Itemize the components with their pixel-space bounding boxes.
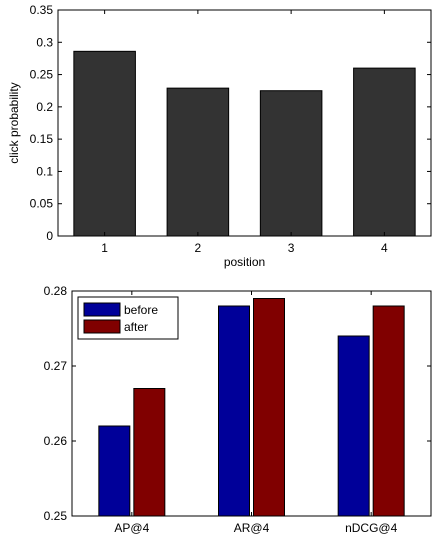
bar-before-nDCG@4 [337, 335, 370, 517]
legend-label-before: before [124, 303, 158, 317]
x-tick-label: 2 [195, 241, 202, 255]
y-tick-label: 0.27 [44, 359, 68, 373]
bar-after-AP@4 [133, 388, 166, 517]
y-tick-label: 0 [46, 229, 53, 243]
legend-swatch-before [83, 302, 121, 317]
y-axis-label: click probability [7, 82, 21, 163]
x-axis-label: position [224, 255, 265, 269]
x-axis-ticks: 1 2 3 4 [101, 10, 388, 255]
plot-frame [57, 9, 432, 237]
y-tick-label: 0.25 [30, 68, 54, 82]
y-tick-label: 0.26 [44, 434, 68, 448]
bar-group [98, 298, 405, 517]
bar-group [73, 50, 416, 237]
bar-before-AP@4 [98, 425, 131, 517]
y-tick-label: 0.25 [44, 509, 68, 523]
y-axis-ticks: 0.25 0.26 0.27 0.28 [44, 284, 431, 523]
x-tick-label: nDCG@4 [345, 521, 398, 535]
bar-position-2 [166, 87, 230, 237]
y-tick-label: 0.05 [30, 197, 54, 211]
legend: before after [77, 296, 179, 340]
x-tick-label: 4 [381, 241, 388, 255]
bar-position-1 [73, 50, 136, 237]
x-axis-ticks: AP@4 AR@4 nDCG@4 [114, 291, 398, 535]
bar-position-4 [353, 67, 416, 237]
y-tick-label: 0.3 [36, 35, 53, 49]
bar-before-AR@4 [218, 305, 250, 517]
y-tick-label: 0.35 [30, 3, 54, 17]
click-probability-chart: 0 0.05 0.1 0.15 0.2 0.25 0.3 0.35 1 2 3 4 position… [7, 3, 432, 269]
x-tick-label: 1 [101, 241, 108, 255]
x-tick-label: AP@4 [114, 521, 149, 535]
bar-after-nDCG@4 [372, 305, 405, 517]
legend-swatch-after [83, 319, 121, 334]
y-axis-ticks: 0 0.05 0.1 0.15 0.2 0.25 0.3 0.35 [30, 3, 431, 243]
legend-label-after: after [124, 320, 148, 334]
x-tick-label: AR@4 [234, 521, 270, 535]
y-tick-label: 0.1 [36, 164, 53, 178]
metrics-comparison-chart: 0.25 0.26 0.27 0.28 AP@4 AR@4 nDCG@4 before a… [44, 284, 432, 535]
y-tick-label: 0.2 [36, 100, 53, 114]
bar-position-3 [259, 90, 323, 237]
x-tick-label: 3 [288, 241, 295, 255]
y-tick-label: 0.28 [44, 284, 68, 298]
y-tick-label: 0.15 [30, 132, 54, 146]
bar-after-AR@4 [253, 298, 285, 517]
